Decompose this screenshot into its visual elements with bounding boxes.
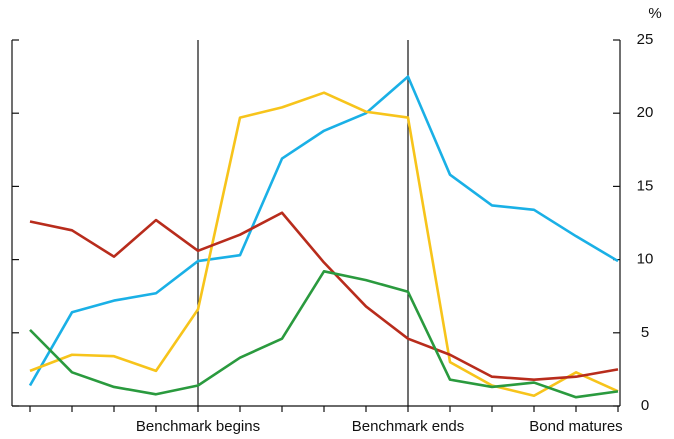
x-tick-label: Bond matures [529, 418, 622, 435]
series-line [29, 270, 619, 399]
y-axis-label: % [648, 5, 661, 22]
y-tick-label: 5 [641, 324, 649, 341]
y-tick-label: 25 [637, 31, 654, 48]
y-tick-label: 15 [637, 177, 654, 194]
y-tick-label: 10 [637, 251, 654, 268]
series-line [29, 91, 619, 398]
x-tick-label: Benchmark begins [136, 418, 260, 435]
y-tick-label: 20 [637, 104, 654, 121]
x-tick-label: Benchmark ends [352, 418, 465, 435]
series-line [28, 75, 619, 387]
y-tick-label: 0 [641, 397, 649, 414]
series-line [29, 211, 619, 381]
